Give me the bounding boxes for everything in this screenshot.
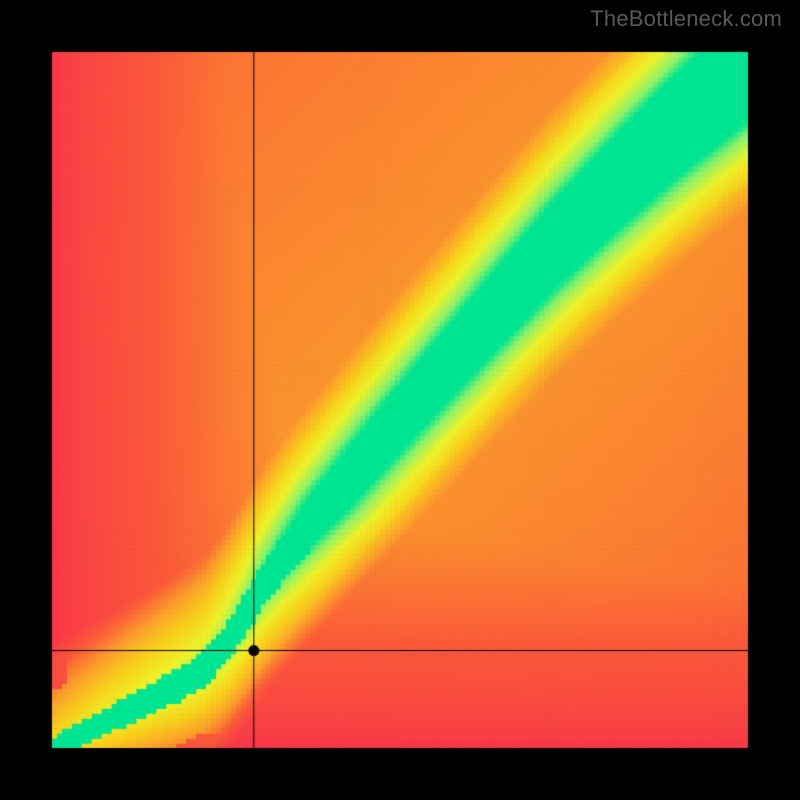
chart-container: TheBottleneck.com bbox=[0, 0, 800, 800]
watermark-text: TheBottleneck.com bbox=[590, 6, 782, 32]
bottleneck-heatmap bbox=[0, 0, 800, 800]
